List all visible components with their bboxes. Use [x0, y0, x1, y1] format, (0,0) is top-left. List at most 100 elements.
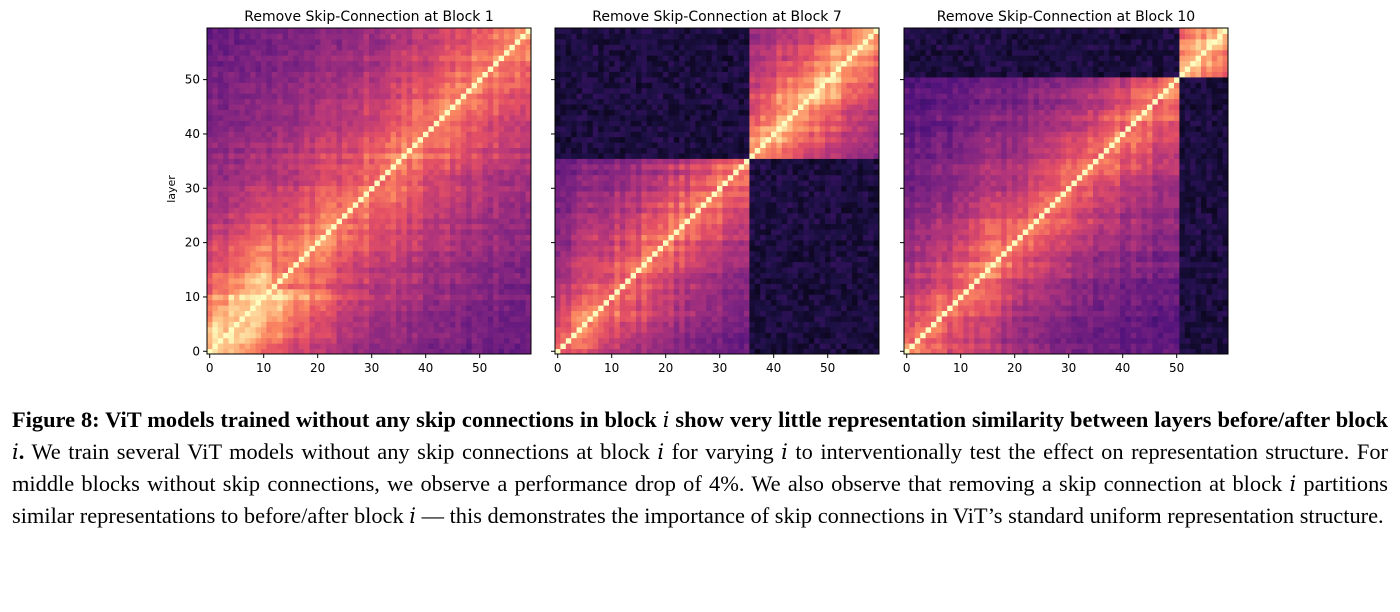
heatmap-cell	[520, 125, 527, 132]
heatmap-cell	[504, 142, 510, 149]
heatmap-cell	[390, 256, 397, 263]
heatmap-cell	[277, 152, 284, 159]
heatmap-cell	[873, 256, 880, 263]
heatmap-cell	[439, 158, 446, 165]
heatmap-cell	[444, 305, 451, 312]
heatmap-cell	[798, 245, 804, 252]
heatmap-cell	[498, 277, 505, 284]
heatmap-cell	[342, 142, 348, 149]
plot-frame	[206, 27, 532, 355]
heatmap-cell	[733, 310, 740, 317]
heatmap-cell	[509, 169, 516, 176]
heatmap-cell	[787, 332, 794, 339]
heatmap-cell	[614, 332, 621, 339]
heatmap-cell	[417, 38, 424, 45]
heatmap-cell	[271, 114, 278, 121]
heatmap-cell	[444, 131, 451, 138]
heatmap-cell	[525, 180, 532, 187]
heatmap-cell	[514, 120, 521, 127]
heatmap-cell	[744, 332, 750, 339]
heatmap-cell	[331, 125, 338, 132]
heatmap-cell	[520, 277, 527, 284]
heatmap-cell	[727, 288, 734, 295]
heatmap-cell	[749, 239, 756, 246]
heatmap-cell	[587, 315, 594, 322]
heatmap-cell	[727, 256, 734, 263]
heatmap-cell	[571, 256, 578, 263]
heatmap-cell	[239, 66, 246, 72]
heatmap-cell	[673, 310, 680, 317]
heatmap-cell	[652, 315, 659, 322]
heatmap-cell	[401, 55, 408, 62]
heatmap-cell	[406, 272, 413, 279]
heatmap-cell	[325, 245, 332, 252]
heatmap-cell	[498, 136, 505, 143]
heatmap-cell	[450, 120, 456, 127]
heatmap-cell	[498, 196, 505, 203]
heatmap-cell	[239, 326, 246, 333]
heatmap-cell	[798, 283, 804, 290]
heatmap-cell	[282, 158, 289, 165]
heatmap-cell	[217, 38, 224, 45]
heatmap-cell	[315, 109, 321, 116]
heatmap-cell	[261, 120, 267, 127]
heatmap-cell	[439, 44, 446, 51]
heatmap-cell	[347, 315, 354, 322]
heatmap-cell	[244, 131, 251, 138]
heatmap-cell	[571, 294, 578, 301]
heatmap-cell	[293, 191, 300, 197]
heatmap-cell	[207, 55, 213, 62]
heatmap-cell	[439, 82, 446, 89]
heatmap-cell	[223, 283, 230, 290]
heatmap-cell	[325, 109, 332, 116]
heatmap-cell	[401, 87, 408, 94]
heatmap-cell	[433, 256, 440, 263]
heatmap-cell	[477, 321, 483, 328]
heatmap-cell	[363, 321, 370, 328]
heatmap-cell	[493, 152, 500, 159]
heatmap-cell	[369, 256, 375, 263]
heatmap-cell	[487, 277, 494, 284]
heatmap-cell	[819, 245, 826, 252]
heatmap-cell	[379, 267, 386, 273]
heatmap-cell	[482, 283, 489, 290]
heatmap-cell	[320, 76, 327, 83]
heatmap-cell	[652, 348, 659, 355]
heatmap-cell	[466, 239, 473, 246]
heatmap-cell	[234, 277, 240, 284]
heatmap-cell	[466, 38, 473, 45]
heatmap-cell	[498, 267, 505, 273]
heatmap-cell	[646, 272, 653, 279]
heatmap-cell	[525, 98, 532, 105]
heatmap-cell	[846, 299, 853, 306]
heatmap-cell	[466, 131, 473, 138]
heatmap-cell	[298, 294, 305, 301]
heatmap-cell	[466, 234, 473, 241]
heatmap-cell	[439, 321, 446, 328]
heatmap-cell	[525, 239, 532, 246]
heatmap-cell	[277, 185, 284, 192]
heatmap-cell	[765, 315, 772, 322]
heatmap-cell	[298, 136, 305, 143]
heatmap-cell	[298, 212, 305, 219]
heatmap-cell	[695, 250, 702, 257]
heatmap-cell	[493, 136, 500, 143]
heatmap-cell	[342, 120, 348, 127]
heatmap-cell	[482, 60, 489, 67]
heatmap-cell	[374, 147, 381, 154]
heatmap-cell	[862, 299, 869, 306]
heatmap-cell	[471, 299, 478, 306]
heatmap-cell	[852, 305, 858, 312]
heatmap-cell	[298, 245, 305, 252]
heatmap-cell	[852, 326, 858, 333]
heatmap-cell	[417, 87, 424, 94]
heatmap-cell	[433, 185, 440, 192]
heatmap-cell	[369, 33, 375, 40]
heatmap-cell	[504, 82, 510, 89]
heatmap-cell	[504, 114, 510, 121]
heatmap-cell	[261, 267, 267, 273]
heatmap-cell	[234, 223, 240, 230]
heatmap-cell	[706, 267, 713, 273]
heatmap-cell	[266, 191, 273, 197]
heatmap-cell	[738, 343, 745, 350]
